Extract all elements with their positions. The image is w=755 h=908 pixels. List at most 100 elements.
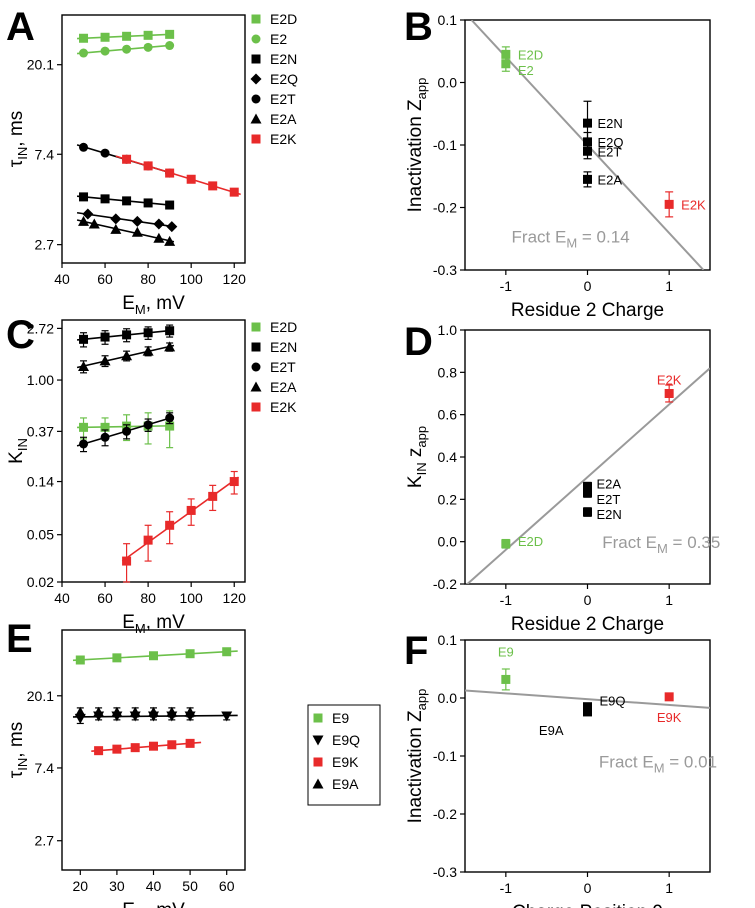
panel-letter: B xyxy=(404,5,433,49)
data-point-e2q xyxy=(110,213,122,225)
point-label: E2K xyxy=(657,373,682,388)
data-point-e2n xyxy=(122,196,132,206)
y-tick-label: 0.2 xyxy=(438,491,458,507)
data-point-e9 xyxy=(75,655,85,665)
legend-entry: E2A xyxy=(270,379,297,395)
data-point-e2d xyxy=(501,539,511,549)
data-point-e2t xyxy=(165,413,175,423)
data-point-e2k xyxy=(186,174,196,184)
y-tick-label: 0.05 xyxy=(27,527,54,543)
x-tick-label: 60 xyxy=(97,271,113,287)
point-label: E2N xyxy=(598,116,623,131)
x-axis-label: EM, mV xyxy=(122,900,185,908)
data-point-e2k xyxy=(229,187,239,197)
data-point-e2a xyxy=(164,235,176,246)
y-tick-label: -0.1 xyxy=(433,137,457,153)
panel-letter: D xyxy=(404,320,433,364)
data-point-e9k xyxy=(94,746,104,756)
x-tick-label: -1 xyxy=(500,592,513,608)
y-axis-label: KIN zapp xyxy=(405,426,429,488)
x-tick-label: 40 xyxy=(54,590,70,606)
point-label: E9Q xyxy=(600,694,626,709)
x-tick-label: 60 xyxy=(219,878,235,894)
data-point-e2t xyxy=(100,432,110,442)
fract-annotation: Fract EM = 0.14 xyxy=(512,228,630,251)
data-point-e9q xyxy=(221,711,233,722)
data-point-e2a xyxy=(110,223,122,234)
fit-line-e9k xyxy=(91,741,202,752)
data-point-e9a xyxy=(148,706,159,717)
data-point-e2n xyxy=(165,326,175,336)
y-tick-label: 0.8 xyxy=(438,364,458,380)
panel-d: D -1 0 1 -0.2 0.0 0.2 0.4 0.6 0.8 1.0 Residue 2 Cha… xyxy=(404,320,720,635)
point-label: E2Q xyxy=(598,135,624,150)
data-point-e2n xyxy=(122,330,132,340)
point-label: E9A xyxy=(539,723,564,738)
x-tick-label: 40 xyxy=(54,271,70,287)
x-tick-label: 50 xyxy=(182,878,198,894)
legend-marker-e2k xyxy=(251,402,261,412)
legend-marker-e2d xyxy=(251,14,261,24)
point-label: E2T xyxy=(598,144,622,159)
data-point-e2k xyxy=(664,389,674,398)
data-point-e2n xyxy=(583,118,592,128)
data-point-e2a xyxy=(131,226,143,237)
data-point-e2d xyxy=(501,49,511,59)
data-point-e2t xyxy=(79,439,89,449)
data-point-e9k xyxy=(664,692,674,702)
data-point-e9 xyxy=(501,674,511,684)
plot-frame xyxy=(61,319,246,583)
point-label: E2A xyxy=(597,477,622,492)
data-point-e2k xyxy=(122,556,132,566)
legend-marker-e2d xyxy=(251,322,261,332)
legend-entry: E2D xyxy=(270,11,297,27)
legend-marker-e9k xyxy=(313,757,323,767)
y-tick-label: 7.4 xyxy=(35,760,55,776)
fit-line xyxy=(465,689,710,709)
data-point-e2a xyxy=(78,361,90,372)
fit-line-e2k xyxy=(121,476,240,562)
x-tick-label: 1 xyxy=(665,592,673,608)
data-point-e2t xyxy=(122,426,132,436)
x-tick-label: 1 xyxy=(665,278,673,294)
data-point-e9a xyxy=(111,706,123,717)
data-point-e2k xyxy=(186,505,196,515)
y-tick-label: -0.2 xyxy=(433,806,457,822)
panel-letter: F xyxy=(404,629,428,673)
data-point-e2 xyxy=(100,46,110,56)
data-point-e2n xyxy=(100,332,110,342)
legend-marker-e9 xyxy=(313,713,323,723)
y-tick-label: 2.7 xyxy=(35,833,55,849)
point-label: E2N xyxy=(597,507,622,522)
x-tick-label: -1 xyxy=(500,880,513,896)
data-point-e2k xyxy=(208,491,218,501)
data-point-e2t xyxy=(583,146,592,156)
data-point-e2 xyxy=(79,48,89,58)
data-point-e9a xyxy=(129,706,141,717)
x-axis-label: EM, mV xyxy=(122,612,185,636)
y-tick-label: 0.02 xyxy=(27,574,54,590)
y-axis-label: KIN xyxy=(6,438,30,464)
x-tick-label: 0 xyxy=(584,278,592,294)
x-tick-label: 40 xyxy=(146,878,162,894)
point-label: E2T xyxy=(597,492,621,507)
y-tick-label: 7.4 xyxy=(35,146,55,162)
point-label: E9 xyxy=(498,644,514,659)
plot-frame xyxy=(61,14,246,264)
x-tick-label: 80 xyxy=(140,271,156,287)
legend-marker-e9q xyxy=(312,735,324,746)
data-point-e2d xyxy=(79,33,89,43)
data-point-e2a xyxy=(153,232,165,243)
legend-entry: E2 xyxy=(270,31,287,47)
data-point-e9 xyxy=(112,653,122,663)
data-point-e2k xyxy=(664,199,674,209)
legend-entry: E9 xyxy=(332,710,349,726)
data-point-e2n xyxy=(583,507,592,517)
y-tick-label: 0.37 xyxy=(27,423,54,439)
point-label: E2A xyxy=(598,172,623,187)
data-point-e2d xyxy=(100,422,110,432)
x-tick-label: 100 xyxy=(179,590,203,606)
x-tick-label: 0 xyxy=(584,592,592,608)
legend-entry: E9Q xyxy=(332,732,360,748)
